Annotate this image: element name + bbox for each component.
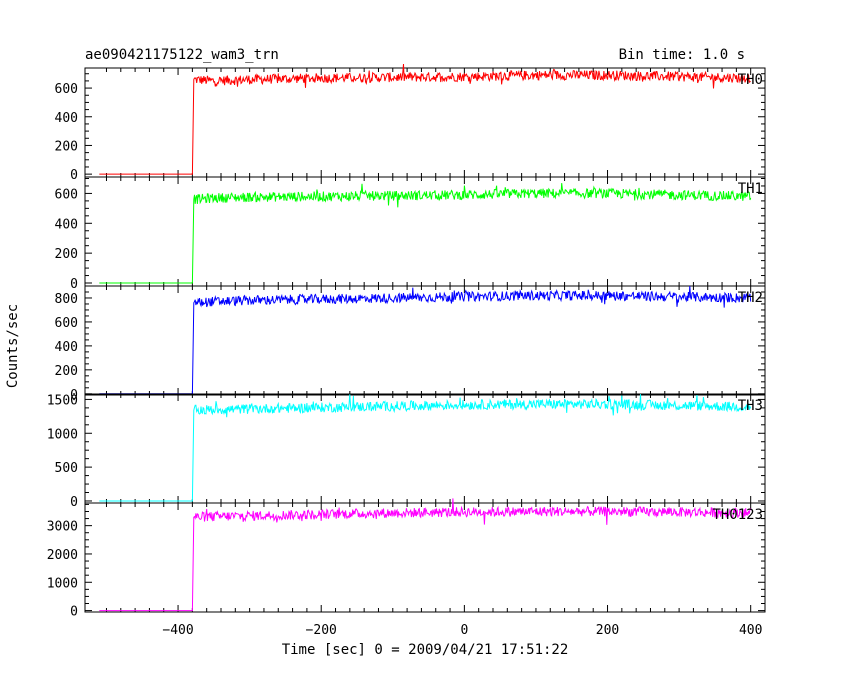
y-tick-label: 1000 (47, 576, 78, 591)
y-tick-label: 0 (70, 495, 78, 510)
y-tick-label: 400 (55, 340, 78, 355)
y-tick-label: 0 (70, 277, 78, 292)
y-tick-label: 1000 (47, 427, 78, 442)
y-tick-label: 500 (55, 461, 78, 476)
x-axis-label: Time [sec] 0 = 2009/04/21 17:51:22 (282, 642, 569, 658)
panel-frame (84, 67, 766, 178)
y-tick-label: 2000 (47, 548, 78, 563)
y-tick-label: 0 (70, 605, 78, 620)
y-tick-label: 600 (55, 316, 78, 331)
panel-th0: 0 200 400 600 TH0 (55, 63, 766, 183)
y-tick-label: 3000 (47, 520, 78, 535)
y-tick-label: 600 (55, 187, 78, 202)
series-line-th3 (99, 394, 752, 502)
y-tick-label: 600 (55, 82, 78, 97)
x-tick-label: −200 (306, 623, 337, 638)
chart-title: ae090421175122_wam3_trn (85, 47, 279, 63)
series-line-th0123 (99, 498, 752, 612)
series-label: TH0 (738, 72, 763, 88)
bin-time-label: Bin time: 1.0 s (619, 47, 745, 63)
series-line-th0 (99, 63, 751, 175)
y-tick-label: 0 (70, 388, 78, 403)
series-line-th2 (99, 285, 752, 395)
panel-frame (84, 393, 766, 504)
series-line-th1 (99, 183, 752, 284)
y-axis-label: Counts/sec (5, 304, 21, 388)
y-tick-label: 400 (55, 111, 78, 126)
y-tick-label: 0 (70, 168, 78, 183)
panel-th0123: 0 1000 2000 3000 TH0123 (47, 498, 766, 620)
panel-frame (84, 502, 766, 613)
x-tick-label: 0 (460, 623, 468, 638)
series-label: TH0123 (712, 507, 763, 523)
series-label: TH3 (738, 398, 763, 414)
panels-group: 0 200 400 600 TH0 0 200 400 600 TH1 0 200 400 600 800 T… (47, 63, 766, 638)
panel-frame (84, 285, 766, 396)
y-tick-label: 200 (55, 364, 78, 379)
y-tick-label: 1500 (47, 393, 78, 408)
panel-th3: 0 500 1000 1500 TH3 (47, 393, 766, 510)
y-tick-label: 200 (55, 247, 78, 262)
y-tick-label: 800 (55, 292, 78, 307)
x-tick-label: −400 (162, 623, 193, 638)
y-tick-label: 400 (55, 217, 78, 232)
y-tick-label: 200 (55, 139, 78, 154)
x-tick-label: 200 (596, 623, 619, 638)
panel-th2: 0 200 400 600 800 TH2 (55, 285, 766, 403)
panel-th1: 0 200 400 600 TH1 (55, 176, 766, 292)
series-label: TH2 (738, 290, 763, 306)
x-tick-label: 400 (739, 623, 762, 638)
series-label: TH1 (738, 181, 763, 197)
